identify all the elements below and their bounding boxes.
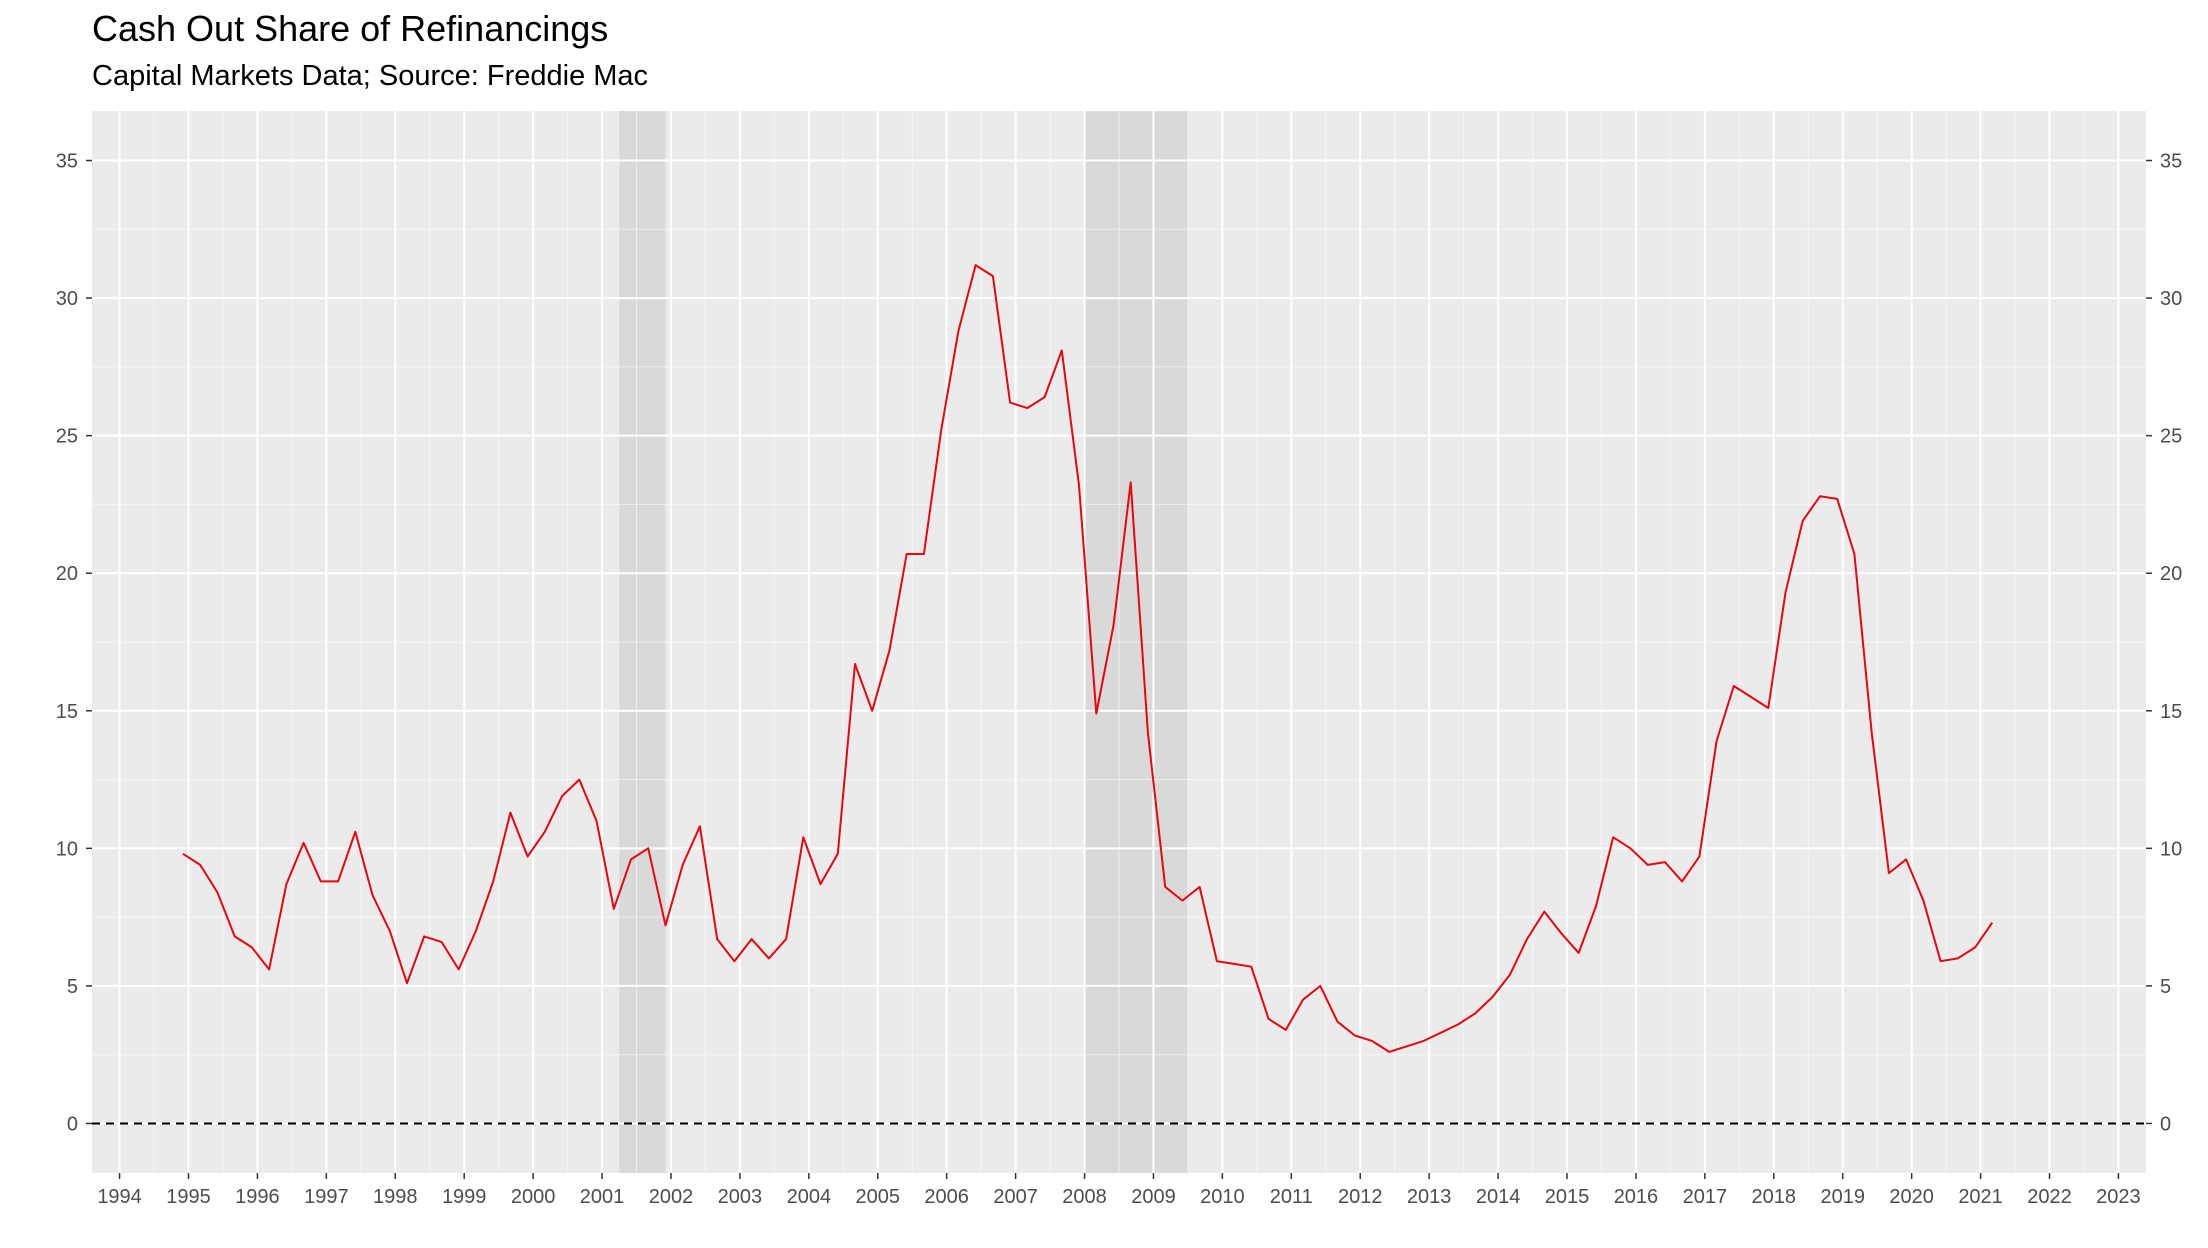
y-tick-label-left: 30 [56, 288, 78, 310]
y-tick-label-left: 35 [56, 151, 78, 173]
x-tick-label: 2013 [1407, 1186, 1452, 1208]
x-tick-label: 2023 [2096, 1186, 2141, 1208]
x-tick-label: 1998 [373, 1186, 418, 1208]
x-tick-label: 2012 [1338, 1186, 1383, 1208]
y-tick-label-right: 0 [2160, 1113, 2171, 1135]
y-tick-label-left: 10 [56, 838, 78, 860]
x-tick-label: 1994 [97, 1186, 142, 1208]
x-tick-label: 2004 [787, 1186, 832, 1208]
x-tick-label: 2007 [993, 1186, 1038, 1208]
y-tick-label-left: 20 [56, 563, 78, 585]
y-tick-label-right: 20 [2160, 563, 2182, 585]
x-tick-label: 2014 [1476, 1186, 1521, 1208]
x-tick-label: 2010 [1200, 1186, 1245, 1208]
x-tick-label: 2021 [1958, 1186, 2003, 1208]
y-tick-label-right: 30 [2160, 288, 2182, 310]
x-tick-label: 2022 [2027, 1186, 2072, 1208]
y-tick-label-left: 25 [56, 426, 78, 448]
x-tick-label: 2003 [718, 1186, 763, 1208]
y-tick-label-left: 0 [67, 1113, 78, 1135]
x-tick-label: 2016 [1614, 1186, 1659, 1208]
series-lines [182, 264, 1994, 1053]
x-tick-label: 2020 [1889, 1186, 1934, 1208]
x-tick-label: 2005 [856, 1186, 901, 1208]
x-tick-label: 2006 [924, 1186, 969, 1208]
x-tick-label: 2011 [1270, 1186, 1313, 1208]
y-tick-label-left: 15 [56, 701, 78, 723]
y-tick-label-right: 5 [2160, 976, 2171, 998]
x-tick-label: 2017 [1683, 1186, 1728, 1208]
x-tick-label: 2015 [1545, 1186, 1590, 1208]
x-tick-label: 1999 [442, 1186, 487, 1208]
y-tick-label-left: 5 [67, 976, 78, 998]
x-tick-label: 2002 [649, 1186, 694, 1208]
x-tick-label: 1996 [235, 1186, 280, 1208]
series-line-1 [182, 264, 1994, 1053]
y-tick-label-right: 10 [2160, 838, 2182, 860]
y-tick-label-right: 15 [2160, 701, 2182, 723]
chart-subtitle: Capital Markets Data; Source: Freddie Ma… [92, 60, 649, 92]
x-tick-label: 1995 [166, 1186, 211, 1208]
x-tick-label: 2000 [511, 1186, 556, 1208]
grid-lines [92, 111, 2146, 1173]
x-tick-label: 2018 [1752, 1186, 1797, 1208]
x-tick-label: 2008 [1062, 1186, 1107, 1208]
chart-title: Cash Out Share of Refinancings [92, 8, 609, 49]
axes: 1994 1995 1996 1997 1998 1999 2000 2001 2002 2003… [56, 151, 2183, 1208]
x-tick-label: 2009 [1131, 1186, 1176, 1208]
y-tick-label-right: 35 [2160, 151, 2182, 173]
x-tick-label: 1997 [304, 1186, 349, 1208]
x-tick-label: 2019 [1820, 1186, 1865, 1208]
x-tick-label: 2001 [580, 1186, 625, 1208]
y-tick-label-right: 25 [2160, 426, 2182, 448]
